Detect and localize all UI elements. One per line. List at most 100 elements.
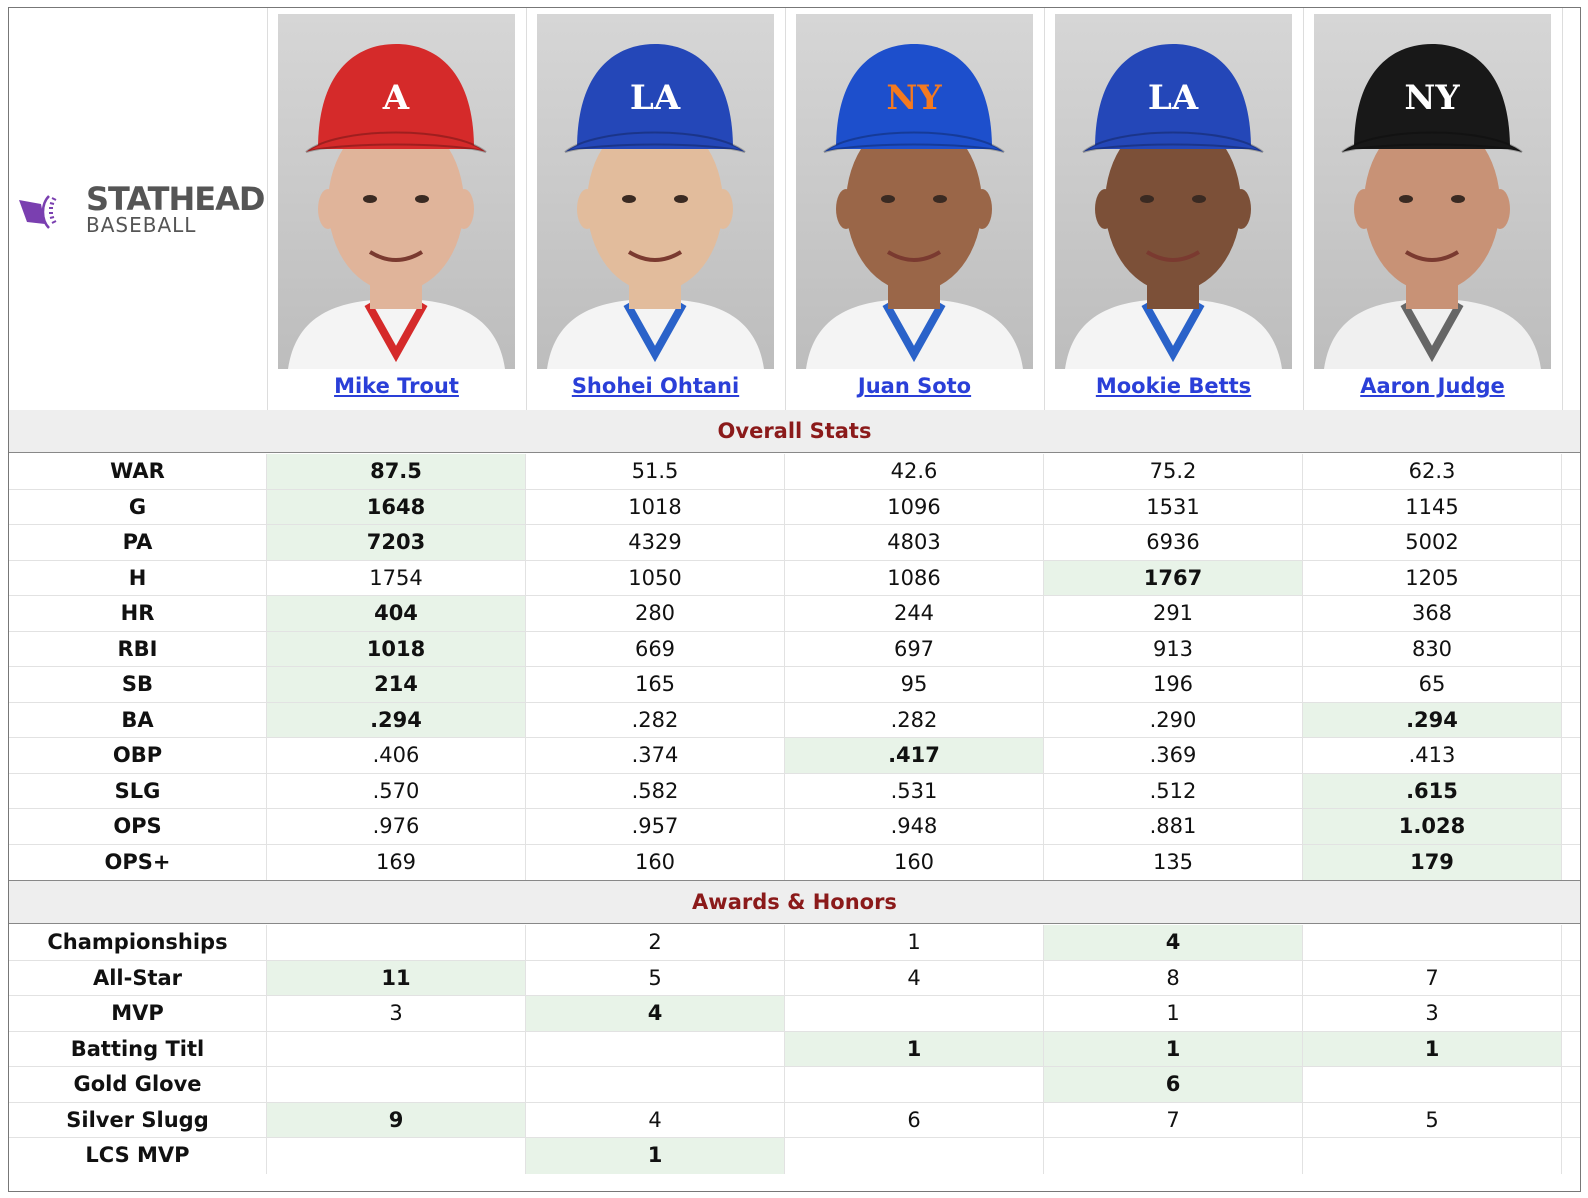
stat-value: 179: [1303, 844, 1562, 880]
stat-label: Silver Slugg: [9, 1102, 267, 1137]
player-headshot[interactable]: LA: [537, 14, 774, 369]
stat-value: 214: [267, 667, 526, 702]
stat-value: 75.2: [1044, 454, 1303, 489]
stats-rows: WAR 87.5 51.5 42.6 75.2 62.3 G 1648 1018 1096 1531…: [9, 454, 1580, 880]
stat-value: 62.3: [1303, 454, 1562, 489]
stat-value: [1303, 1138, 1562, 1174]
table-row: Gold Glove 6: [9, 1067, 1580, 1103]
headshot-image: LA: [537, 14, 774, 369]
player-headshot[interactable]: A: [278, 14, 515, 369]
stathead-logo[interactable]: STATHEAD BASEBALL: [9, 8, 268, 410]
stat-label: Championships: [9, 925, 267, 960]
section-header: Awards & Honors: [9, 881, 1580, 924]
stat-value: 1648: [267, 489, 526, 524]
stat-label: PA: [9, 525, 267, 560]
stat-value: 5002: [1303, 525, 1562, 560]
stat-value: 165: [526, 667, 785, 702]
headshot-image: A: [278, 14, 515, 369]
stat-value: 160: [785, 844, 1044, 880]
table-header: STATHEAD BASEBALL A Mike Trout: [9, 8, 1580, 411]
stat-label: OBP: [9, 738, 267, 773]
stat-value: 42.6: [785, 454, 1044, 489]
stat-value: .881: [1044, 809, 1303, 844]
player-column-2: NY Juan Soto: [785, 8, 1045, 410]
comparison-table: STATHEAD BASEBALL A Mike Trout: [8, 7, 1581, 1192]
table-row: All-Star 11 5 4 8 7: [9, 960, 1580, 996]
stat-value: 1: [785, 925, 1044, 960]
player-column-1: LA Shohei Ohtani: [526, 8, 786, 410]
stat-value: .290: [1044, 702, 1303, 737]
stat-value: 830: [1303, 631, 1562, 666]
stat-value: 3: [1303, 996, 1562, 1031]
player-headshot[interactable]: NY: [1314, 14, 1551, 369]
player-name-link[interactable]: Mookie Betts: [1095, 374, 1252, 398]
player-column-3: LA Mookie Betts: [1044, 8, 1304, 410]
svg-text:LA: LA: [630, 78, 681, 118]
stat-label: H: [9, 560, 267, 595]
stat-value: 1: [1044, 996, 1303, 1031]
stat-value: 4: [785, 960, 1044, 995]
stat-value: 1: [785, 1031, 1044, 1066]
stat-value: .976: [267, 809, 526, 844]
table-row: G 1648 1018 1096 1531 1145: [9, 489, 1580, 525]
svg-text:A: A: [382, 78, 410, 118]
table-row: H 1754 1050 1086 1767 1205: [9, 560, 1580, 596]
table-row: HR 404 280 244 291 368: [9, 596, 1580, 632]
svg-text:NY: NY: [1404, 78, 1460, 118]
headshot-image: NY: [1314, 14, 1551, 369]
stat-value: .413: [1303, 738, 1562, 773]
stat-value: .374: [526, 738, 785, 773]
stat-label: RBI: [9, 631, 267, 666]
table-row: SLG .570.582.531.512.615: [9, 773, 1580, 809]
stat-value: 5: [526, 960, 785, 995]
table-row: OBP .406.374.417.369.413: [9, 738, 1580, 774]
stat-value: 1: [1303, 1031, 1562, 1066]
player-name-link[interactable]: Shohei Ohtani: [571, 374, 740, 398]
stat-value: .282: [526, 702, 785, 737]
stat-value: .294: [267, 702, 526, 737]
player-column-0: A Mike Trout: [267, 8, 527, 410]
stat-value: 280: [526, 596, 785, 631]
stat-value: 135: [1044, 844, 1303, 880]
section-divider: [9, 880, 1580, 881]
stat-value: 1.028: [1303, 809, 1562, 844]
stat-value: [526, 1031, 785, 1066]
player-headshot[interactable]: NY: [796, 14, 1033, 369]
stat-value: .512: [1044, 773, 1303, 808]
stat-value: 11: [267, 960, 526, 995]
table-row: MVP 3 4 1 3: [9, 996, 1580, 1032]
stat-value: 1096: [785, 489, 1044, 524]
stat-value: 4329: [526, 525, 785, 560]
stat-value: 8: [1044, 960, 1303, 995]
stat-value: 169: [267, 844, 526, 880]
stat-value: 6: [1044, 1067, 1303, 1102]
table-row: SB 214 165 95 196 65: [9, 667, 1580, 703]
stat-value: 1018: [526, 489, 785, 524]
stat-value: 2: [526, 925, 785, 960]
table-row: PA 7203 4329 4803 6936 5002: [9, 525, 1580, 561]
stat-value: 6: [785, 1102, 1044, 1137]
headshot-image: LA: [1055, 14, 1292, 369]
stat-value: 3: [267, 996, 526, 1031]
stat-value: [1044, 1138, 1303, 1174]
stat-value: [1303, 1067, 1562, 1102]
player-name-link[interactable]: Aaron Judge: [1360, 374, 1505, 398]
stathead-logo-icon: [19, 195, 57, 229]
stat-label: All-Star: [9, 960, 267, 995]
stat-label: Batting Titl: [9, 1031, 267, 1066]
player-headshot[interactable]: LA: [1055, 14, 1292, 369]
stat-label: MVP: [9, 996, 267, 1031]
table-row: OPS .976.957.948.881 1.028: [9, 809, 1580, 845]
player-column-4: NY Aaron Judge: [1303, 8, 1563, 410]
stat-value: 669: [526, 631, 785, 666]
stat-value: .417: [785, 738, 1044, 773]
stat-value: 4: [526, 996, 785, 1031]
headshot-image: NY: [796, 14, 1033, 369]
stat-value: .615: [1303, 773, 1562, 808]
stat-value: 244: [785, 596, 1044, 631]
stat-value: [267, 1031, 526, 1066]
stat-label: G: [9, 489, 267, 524]
player-name-link[interactable]: Mike Trout: [334, 374, 459, 398]
stat-value: .282: [785, 702, 1044, 737]
player-name-link[interactable]: Juan Soto: [857, 374, 972, 398]
